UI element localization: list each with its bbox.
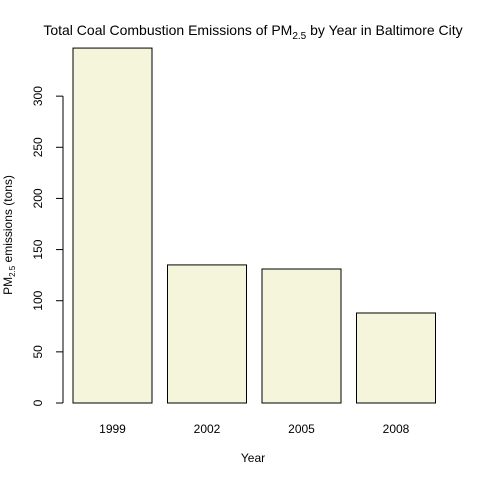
x-tick-label-1999: 1999 bbox=[99, 422, 126, 436]
bar-1999 bbox=[72, 47, 153, 404]
y-tick-label-100: 100 bbox=[31, 290, 45, 310]
y-tick-label-0: 0 bbox=[31, 399, 45, 406]
y-axis: 0 50 100 150 200 250 300 bbox=[31, 86, 64, 406]
x-axis-label: Year bbox=[241, 451, 265, 465]
x-tick-labels: 1999 2002 2005 2008 bbox=[99, 422, 410, 436]
bar-2005 bbox=[261, 268, 342, 404]
bar-2008 bbox=[356, 312, 436, 404]
y-tick-label-200: 200 bbox=[31, 188, 45, 208]
x-tick-label-2008: 2008 bbox=[383, 422, 410, 436]
y-tick-label-300: 300 bbox=[31, 86, 45, 106]
bar-2002 bbox=[167, 264, 247, 404]
y-tick-label-150: 150 bbox=[31, 239, 45, 259]
x-tick-label-2002: 2002 bbox=[194, 422, 221, 436]
y-tick-label-50: 50 bbox=[31, 345, 45, 359]
y-axis-label: PM2.5 emissions (tons) bbox=[1, 175, 17, 295]
chart-title: Total Coal Combustion Emissions of PM2.5… bbox=[43, 22, 462, 42]
y-tick-label-250: 250 bbox=[31, 137, 45, 157]
x-tick-label-2005: 2005 bbox=[288, 422, 315, 436]
bars-group bbox=[72, 47, 436, 404]
